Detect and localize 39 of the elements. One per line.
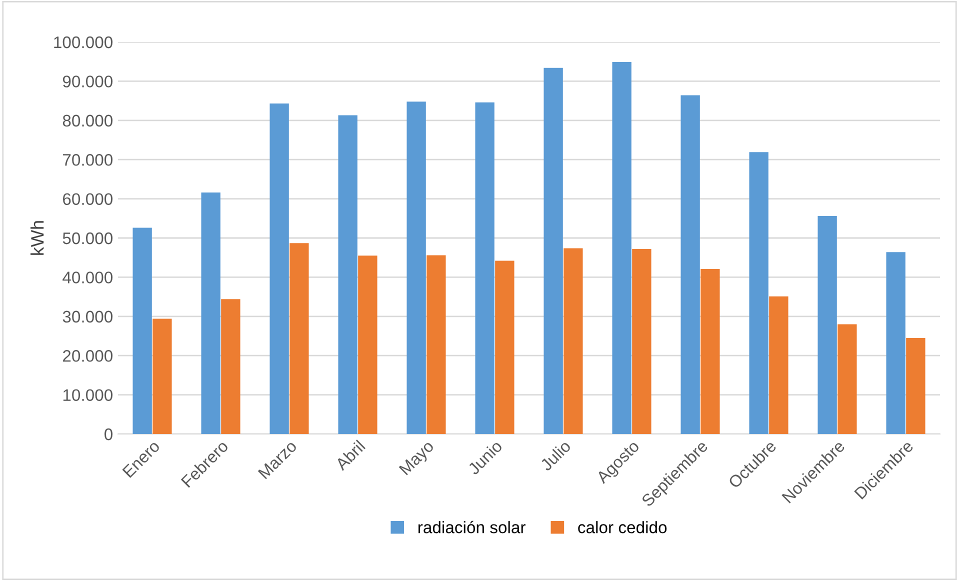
y-tick-label: 50.000 — [62, 232, 112, 244]
y-tick-label: 80.000 — [62, 114, 112, 127]
y-tick-label: 30.000 — [62, 310, 112, 323]
y-tick-label: 0 — [104, 428, 112, 440]
y-tick-label: 60.000 — [63, 193, 112, 206]
y-tick-label: 40.000 — [62, 272, 112, 284]
bar — [769, 296, 788, 434]
bar — [818, 216, 837, 434]
bar — [680, 95, 700, 434]
y-tick-label: 100.000 — [54, 36, 112, 48]
bar — [358, 256, 378, 434]
bar — [886, 252, 906, 434]
bar — [426, 255, 446, 434]
bar — [152, 318, 172, 434]
bar — [270, 104, 289, 434]
bar — [838, 324, 857, 434]
legend-label: calor cedido — [578, 521, 667, 534]
legend-label: radiación solar — [418, 520, 526, 534]
bar — [632, 248, 652, 434]
bar — [906, 338, 926, 434]
bar — [564, 248, 583, 434]
bar — [221, 299, 240, 434]
y-tick-label: 70.000 — [63, 154, 112, 166]
y-axis-title: kWh — [30, 221, 44, 255]
y-tick-label: 90.000 — [62, 76, 112, 88]
bar — [132, 228, 152, 434]
x-tick-label: Julio — [539, 439, 572, 472]
bar — [475, 102, 494, 434]
y-tick-label: 20.000 — [63, 350, 112, 362]
y-tick-label: 10.000 — [63, 389, 112, 402]
bar — [406, 102, 426, 434]
bar — [495, 260, 514, 434]
bar — [749, 152, 768, 434]
bar — [700, 268, 720, 434]
bar — [612, 62, 632, 434]
bar — [201, 192, 220, 434]
bar — [544, 68, 563, 434]
bar — [338, 115, 358, 434]
bar — [290, 243, 309, 434]
